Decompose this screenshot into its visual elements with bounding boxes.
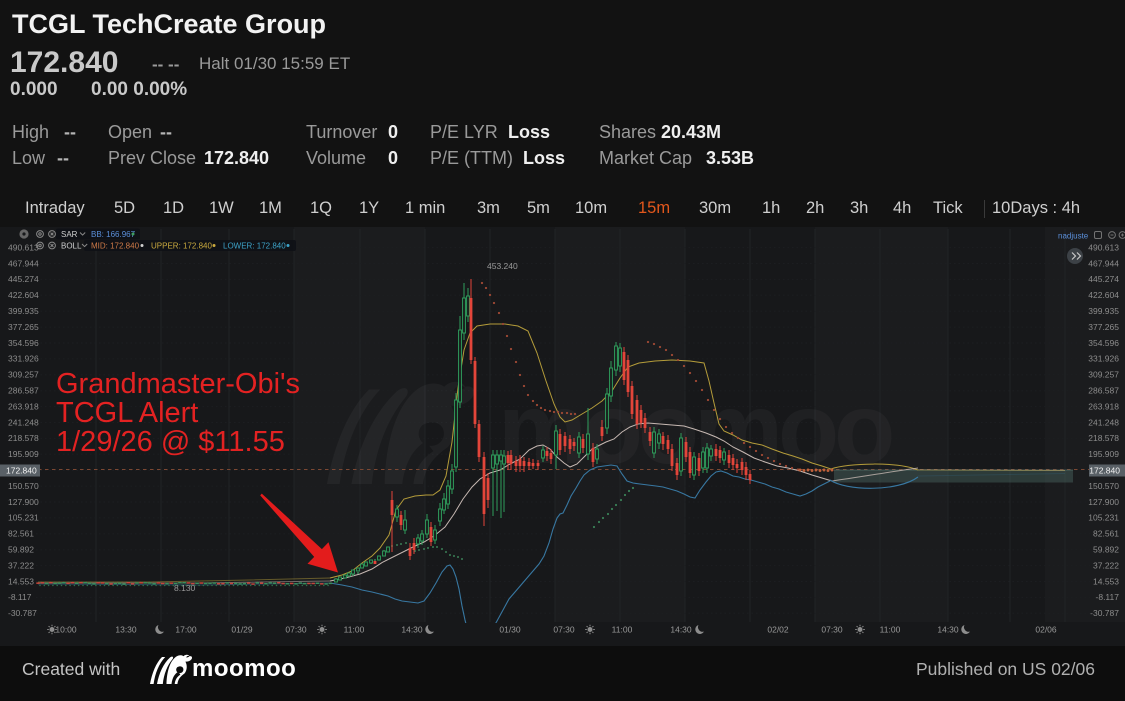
- svg-text:127.900: 127.900: [8, 497, 39, 507]
- svg-text:11:00: 11:00: [880, 625, 901, 635]
- svg-text:-8.117: -8.117: [1096, 592, 1120, 602]
- svg-text:218.578: 218.578: [8, 433, 39, 443]
- svg-text:241.248: 241.248: [1088, 417, 1119, 427]
- svg-text:195.909: 195.909: [1088, 449, 1119, 459]
- svg-text:10:00: 10:00: [55, 625, 77, 635]
- svg-text:02/06: 02/06: [1035, 625, 1057, 635]
- svg-text:263.918: 263.918: [1088, 401, 1119, 411]
- svg-text:105.231: 105.231: [8, 513, 39, 523]
- svg-text:150.570: 150.570: [1088, 481, 1119, 491]
- svg-text:14:30: 14:30: [670, 625, 692, 635]
- svg-text:-8.117: -8.117: [8, 592, 32, 602]
- svg-text:17:00: 17:00: [175, 625, 197, 635]
- svg-text:399.935: 399.935: [1088, 306, 1119, 316]
- svg-text:59.892: 59.892: [8, 545, 34, 555]
- svg-text:467.944: 467.944: [8, 258, 39, 268]
- svg-text:150.570: 150.570: [8, 481, 39, 491]
- svg-text:195.909: 195.909: [8, 449, 39, 459]
- svg-text:377.265: 377.265: [8, 322, 39, 332]
- svg-text:07:30: 07:30: [285, 625, 307, 635]
- svg-text:105.231: 105.231: [1088, 513, 1119, 523]
- svg-text:354.596: 354.596: [8, 338, 39, 348]
- svg-text:399.935: 399.935: [8, 306, 39, 316]
- svg-text:07:30: 07:30: [821, 625, 843, 635]
- svg-text:LOWER: 172.840: LOWER: 172.840: [223, 242, 286, 251]
- svg-text:82.561: 82.561: [1093, 529, 1119, 539]
- svg-text:172.840: 172.840: [1089, 466, 1120, 476]
- svg-text:422.604: 422.604: [1088, 290, 1119, 300]
- svg-text:286.587: 286.587: [1088, 386, 1119, 396]
- svg-text:263.918: 263.918: [8, 401, 39, 411]
- svg-text:37.222: 37.222: [1093, 560, 1119, 570]
- svg-text:BOLL: BOLL: [61, 242, 82, 251]
- svg-text:82.561: 82.561: [8, 529, 34, 539]
- svg-text:241.248: 241.248: [8, 417, 39, 427]
- svg-text:445.274: 445.274: [8, 274, 39, 284]
- svg-text:309.257: 309.257: [1088, 370, 1119, 380]
- svg-text:MID: 172.840: MID: 172.840: [91, 242, 140, 251]
- svg-text:37.222: 37.222: [8, 560, 34, 570]
- svg-text:nadjuste: nadjuste: [1058, 232, 1089, 241]
- svg-text:07:30: 07:30: [553, 625, 575, 635]
- svg-text:-30.787: -30.787: [1090, 608, 1119, 618]
- svg-text:BB: 166.967: BB: 166.967: [91, 230, 136, 239]
- svg-text:445.274: 445.274: [1088, 274, 1119, 284]
- svg-text:13:30: 13:30: [115, 625, 137, 635]
- svg-text:14.553: 14.553: [8, 576, 34, 586]
- svg-text:422.604: 422.604: [8, 290, 39, 300]
- svg-text:467.944: 467.944: [1088, 258, 1119, 268]
- svg-text:11:00: 11:00: [612, 625, 633, 635]
- svg-text:01/29: 01/29: [231, 625, 253, 635]
- svg-text:331.926: 331.926: [8, 354, 39, 364]
- svg-text:331.926: 331.926: [1088, 354, 1119, 364]
- svg-text:453.240: 453.240: [487, 261, 518, 271]
- svg-text:8.130: 8.130: [174, 583, 196, 593]
- svg-text:UPPER: 172.840: UPPER: 172.840: [151, 242, 212, 251]
- svg-text:377.265: 377.265: [1088, 322, 1119, 332]
- svg-text:01/30: 01/30: [499, 625, 521, 635]
- svg-text:SAR: SAR: [61, 230, 78, 239]
- svg-text:218.578: 218.578: [1088, 433, 1119, 443]
- svg-text:14:30: 14:30: [937, 625, 959, 635]
- svg-text:14.553: 14.553: [1093, 576, 1119, 586]
- svg-text:354.596: 354.596: [1088, 338, 1119, 348]
- svg-text:172.840: 172.840: [6, 466, 37, 476]
- svg-text:11:00: 11:00: [344, 625, 365, 635]
- svg-text:127.900: 127.900: [1088, 497, 1119, 507]
- svg-text:490.613: 490.613: [8, 242, 39, 252]
- svg-text:02/02: 02/02: [767, 625, 789, 635]
- svg-text:286.587: 286.587: [8, 386, 39, 396]
- svg-text:59.892: 59.892: [1093, 545, 1119, 555]
- svg-text:14:30: 14:30: [401, 625, 423, 635]
- svg-text:490.613: 490.613: [1088, 242, 1119, 252]
- svg-text:309.257: 309.257: [8, 370, 39, 380]
- svg-text:-30.787: -30.787: [8, 608, 37, 618]
